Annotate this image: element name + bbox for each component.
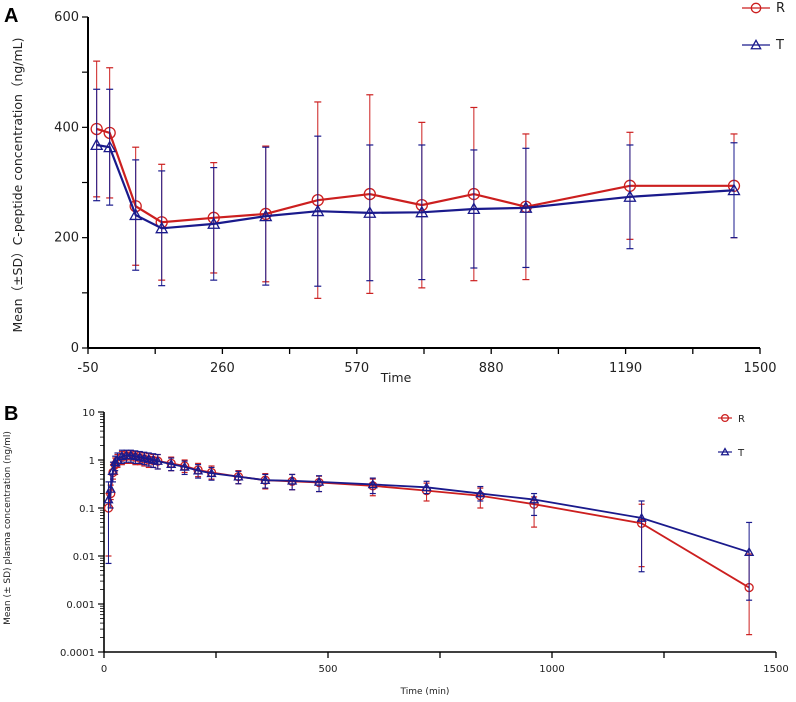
data-point-triangle bbox=[367, 479, 378, 489]
data-point-triangle bbox=[727, 183, 741, 196]
series-line bbox=[96, 143, 735, 230]
x-tick-label: 1190 bbox=[609, 361, 642, 376]
data-point-triangle bbox=[139, 452, 150, 462]
data-point-triangle bbox=[311, 204, 325, 217]
x-tick-label: 1500 bbox=[763, 664, 788, 675]
data-point-triangle bbox=[363, 206, 377, 218]
legend-label: T bbox=[775, 38, 784, 53]
panel-label-b: B bbox=[4, 403, 18, 425]
data-point-triangle bbox=[155, 221, 169, 234]
legend-label: R bbox=[776, 1, 785, 16]
data-point-triangle bbox=[744, 546, 755, 557]
data-point-triangle bbox=[143, 453, 154, 463]
y-tick-label: 600 bbox=[54, 10, 79, 25]
y-tick-label: 1 bbox=[89, 456, 95, 467]
data-point-triangle bbox=[421, 481, 432, 492]
legend-label: R bbox=[738, 414, 745, 425]
x-tick-label: 260 bbox=[210, 361, 235, 376]
data-point-triangle bbox=[134, 451, 145, 461]
data-point-triangle bbox=[110, 456, 121, 467]
data-point-triangle bbox=[206, 467, 217, 478]
series-t bbox=[103, 449, 755, 601]
series-r bbox=[90, 60, 741, 299]
series-line bbox=[96, 127, 734, 224]
data-point-triangle bbox=[105, 483, 116, 493]
data-point-triangle bbox=[148, 454, 159, 464]
x-tick-label: 500 bbox=[318, 664, 337, 675]
legend-item-t: T bbox=[742, 38, 784, 53]
x-tick-label: 1500 bbox=[743, 361, 776, 376]
y-tick-label: 0.0001 bbox=[60, 648, 95, 659]
legend-item-t: T bbox=[718, 447, 745, 459]
data-point-triangle bbox=[103, 494, 114, 504]
series-line bbox=[107, 454, 750, 554]
legend-item-r: R bbox=[718, 413, 745, 425]
y-axis-label: Mean (± SD) plasma concentration (ng/ml) bbox=[3, 431, 13, 625]
x-tick-label: 1000 bbox=[539, 664, 564, 675]
data-point-triangle bbox=[166, 458, 177, 468]
panel-label-a: A bbox=[4, 5, 18, 27]
data-point-triangle bbox=[475, 488, 486, 498]
y-tick-label: 0.01 bbox=[73, 552, 95, 563]
data-point-triangle bbox=[233, 471, 244, 481]
x-tick-label: 570 bbox=[344, 361, 369, 376]
chart-b: 0 500 1000 1500 10 1 0.1 0.01 0.001 0.0001 Time (m… bbox=[3, 408, 789, 697]
data-point-triangle bbox=[207, 217, 221, 229]
legend-item-r: R bbox=[742, 1, 785, 16]
y-tick-label: 200 bbox=[54, 231, 79, 246]
x-tick-label: 0 bbox=[101, 664, 107, 675]
x-axis-label: Time (min) bbox=[400, 687, 450, 697]
y-tick-label: 0.1 bbox=[79, 504, 95, 515]
data-point-triangle bbox=[107, 465, 119, 475]
x-tick-label: 880 bbox=[479, 361, 504, 376]
data-point-triangle bbox=[260, 474, 271, 485]
chart-a: -50 260 570 880 1190 1500 0 200 400 600 Time Mean（±… bbox=[10, 1, 785, 385]
data-point-triangle bbox=[152, 455, 163, 465]
data-point-triangle bbox=[636, 512, 647, 522]
data-point-triangle bbox=[623, 190, 637, 202]
y-tick-label: 0.001 bbox=[66, 600, 95, 611]
legend-circle-icon bbox=[720, 413, 730, 423]
legend-triangle-icon bbox=[720, 447, 730, 456]
y-axis-label: Mean（±SD）C-peptide concentration（ng/mL) bbox=[10, 37, 25, 332]
data-point-triangle bbox=[287, 475, 298, 485]
data-point-triangle bbox=[129, 208, 143, 221]
x-tick-label: -50 bbox=[77, 361, 98, 376]
x-axis-label: Time bbox=[380, 370, 412, 385]
series-r bbox=[103, 450, 754, 636]
data-point-triangle bbox=[130, 450, 141, 461]
data-point-triangle bbox=[90, 138, 104, 151]
data-point-triangle bbox=[179, 461, 190, 471]
series-t bbox=[90, 88, 741, 287]
data-point-triangle bbox=[125, 450, 136, 460]
legend-circle-icon bbox=[750, 2, 762, 14]
data-point-triangle bbox=[192, 465, 204, 475]
y-tick-label: 400 bbox=[54, 120, 79, 135]
data-point-triangle bbox=[467, 202, 481, 215]
data-point-triangle bbox=[528, 494, 540, 504]
legend-triangle-icon bbox=[750, 38, 762, 50]
legend-label: T bbox=[737, 448, 745, 459]
data-point-triangle bbox=[103, 140, 117, 153]
data-point-triangle bbox=[259, 209, 273, 222]
y-tick-label: 0 bbox=[71, 341, 79, 356]
data-point-triangle bbox=[415, 205, 429, 218]
data-point-triangle bbox=[519, 201, 533, 213]
y-tick-label: 10 bbox=[82, 408, 95, 419]
data-point-triangle bbox=[313, 476, 325, 486]
